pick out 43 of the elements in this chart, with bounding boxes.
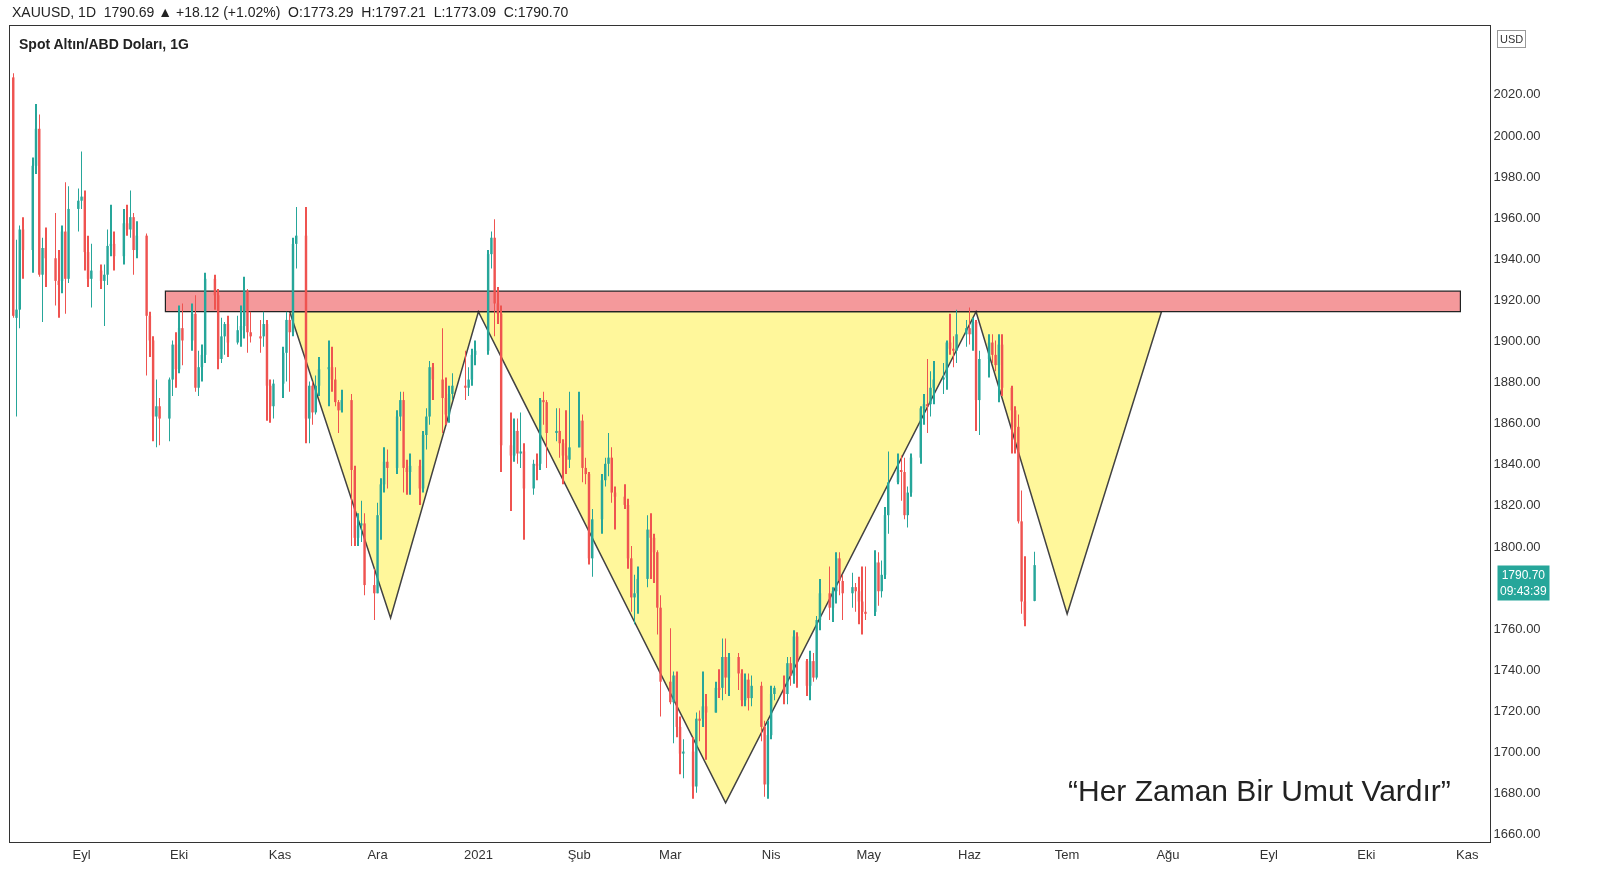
x-tick-label: May (856, 846, 882, 862)
x-tick-label: 2021 (463, 846, 493, 862)
y-tick-label: 1960.00 (1493, 209, 1541, 225)
y-tick-label: 1900.00 (1493, 333, 1541, 349)
annotation: “Her Zaman Bir Umut Vardır” (1068, 774, 1451, 807)
candlestick (698, 710, 701, 742)
y-tick-label: 1800.00 (1493, 538, 1541, 554)
y-tick-label: 1720.00 (1493, 703, 1541, 718)
chart-subtitle: XAUUSD, 1D 1790.69 ▲ +18.12 (+1.02%) O:1773.29 H:1797.21 L:1773.09 C:1790.70 (12, 4, 569, 20)
x-tick-label: Şub (567, 846, 591, 862)
x-tick-label: Ara (367, 846, 389, 862)
y-tick-label: 1920.00 (1493, 291, 1541, 307)
candlestick (259, 319, 262, 353)
x-tick-label: Ağu (1156, 846, 1180, 862)
x-tick-label: Haz (958, 846, 982, 862)
candlestick (360, 500, 363, 542)
y-tick-label: 1740.00 (1493, 661, 1541, 677)
y-tick-label: 2020.00 (1493, 86, 1541, 102)
candlestick (555, 408, 558, 442)
candlestick (682, 739, 685, 779)
x-tick-label: Nis (761, 846, 782, 862)
y-tick-label: 1840.00 (1493, 456, 1541, 472)
text: USD (1500, 33, 1524, 45)
x-tick-label: Eki (1357, 846, 1376, 862)
x-tick-label: Tem (1054, 846, 1080, 862)
x-tick-label: Eyl (1259, 846, 1278, 862)
x-tick-label: Eyl (72, 846, 91, 862)
x-tick-label: Mar (659, 846, 683, 862)
y-tick-label: 1980.00 (1493, 168, 1541, 184)
x-tick-label: Kas (268, 846, 292, 862)
x-tick-label: Kas (1456, 846, 1479, 862)
y-tick-label: 1680.00 (1493, 785, 1541, 801)
y-tick-label: 1660.00 (1493, 826, 1541, 842)
x-tick-label: Eki (170, 846, 189, 862)
y-tick-label: 1940.00 (1493, 250, 1541, 266)
y-tick-label: 1760.00 (1493, 620, 1541, 636)
y-tick-label: 1700.00 (1493, 744, 1541, 760)
y-tick-label: 2000.00 (1493, 127, 1541, 143)
y-tick-label: 1820.00 (1493, 497, 1541, 513)
text: 1790.70 09:43:39 (1500, 568, 1548, 598)
y-tick-label: 1880.00 (1493, 374, 1541, 390)
y-tick-label: 1860.00 (1493, 415, 1541, 431)
text: Spot Altın/ABD Doları, 1G (19, 36, 189, 52)
